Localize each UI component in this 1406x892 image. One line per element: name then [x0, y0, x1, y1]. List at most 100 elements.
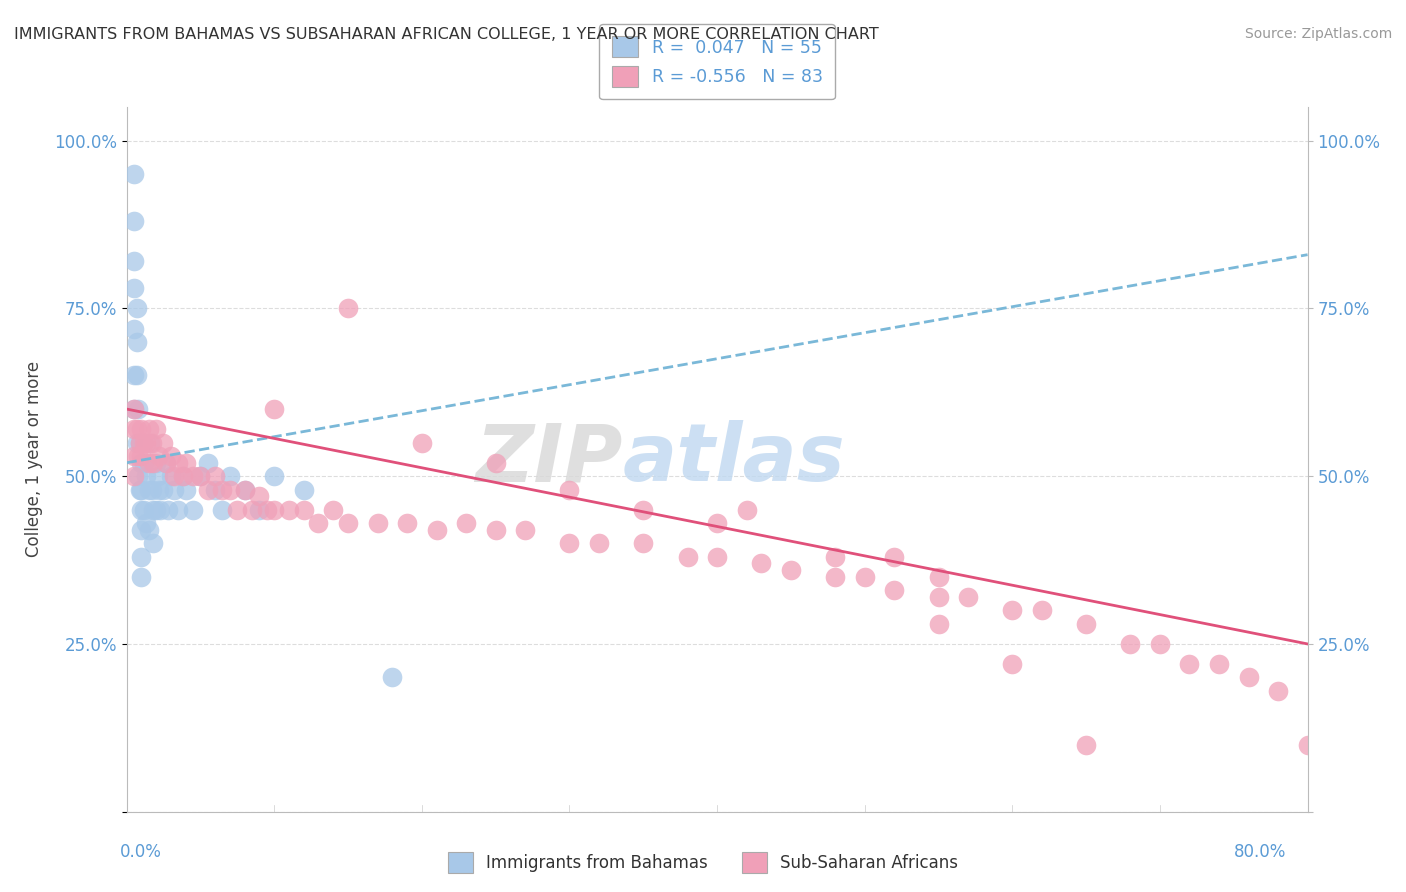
Point [125, 301, 148, 316]
Point [181, 469, 204, 483]
Point [135, 469, 157, 483]
Point [337, 301, 360, 316]
Point [122, 214, 145, 228]
Point [278, 502, 301, 516]
Point [174, 456, 197, 470]
Point [1001, 657, 1024, 671]
Point [127, 469, 149, 483]
Point [484, 523, 508, 537]
Point [240, 502, 263, 516]
Point [146, 469, 169, 483]
Point [824, 549, 846, 564]
Point [122, 402, 145, 417]
Point [956, 590, 979, 604]
Point [152, 483, 174, 497]
Point [928, 590, 950, 604]
Point [134, 435, 156, 450]
Point [676, 549, 699, 564]
Point [129, 483, 153, 497]
Point [1208, 657, 1230, 671]
Legend: R =  0.047   N = 55, R = -0.556   N = 83: R = 0.047 N = 55, R = -0.556 N = 83 [599, 24, 835, 100]
Point [128, 435, 150, 450]
Point [219, 483, 242, 497]
Point [928, 616, 950, 631]
Point [197, 456, 219, 470]
Point [1119, 637, 1142, 651]
Point [122, 281, 145, 295]
Point [1031, 603, 1053, 617]
Point [122, 422, 145, 436]
Point [167, 456, 190, 470]
Point [706, 549, 728, 564]
Point [308, 516, 330, 530]
Point [128, 435, 150, 450]
Point [233, 483, 256, 497]
Point [122, 449, 145, 463]
Y-axis label: College, 1 year or more: College, 1 year or more [25, 361, 42, 558]
Point [125, 334, 148, 349]
Point [558, 536, 581, 550]
Point [928, 570, 950, 584]
Point [211, 483, 233, 497]
Point [1267, 684, 1289, 698]
Point [134, 456, 156, 470]
Point [129, 456, 153, 470]
Point [633, 502, 655, 516]
Text: 0.0%: 0.0% [120, 843, 162, 861]
Point [122, 469, 145, 483]
Point [129, 549, 153, 564]
Point [292, 502, 315, 516]
Point [129, 502, 153, 516]
Point [149, 502, 172, 516]
Point [122, 321, 145, 335]
Text: atlas: atlas [623, 420, 845, 499]
Point [292, 483, 315, 497]
Point [129, 449, 153, 463]
Point [322, 502, 344, 516]
Point [1178, 657, 1201, 671]
Point [1001, 603, 1024, 617]
Point [233, 483, 256, 497]
Point [125, 435, 148, 450]
Point [128, 483, 150, 497]
Point [204, 483, 226, 497]
Point [367, 516, 389, 530]
Point [188, 469, 212, 483]
Point [167, 502, 190, 516]
Point [263, 402, 285, 417]
Point [204, 469, 226, 483]
Point [174, 483, 197, 497]
Point [163, 469, 186, 483]
Point [735, 502, 758, 516]
Point [127, 402, 149, 417]
Point [138, 523, 160, 537]
Point [122, 254, 145, 268]
Point [780, 563, 803, 577]
Point [188, 469, 212, 483]
Text: ZIP: ZIP [475, 420, 623, 499]
Legend: Immigrants from Bahamas, Sub-Saharan Africans: Immigrants from Bahamas, Sub-Saharan Afr… [441, 846, 965, 880]
Point [484, 456, 508, 470]
Point [425, 523, 447, 537]
Point [142, 536, 165, 550]
Point [181, 502, 204, 516]
Point [138, 456, 160, 470]
Point [381, 671, 404, 685]
Point [883, 549, 905, 564]
Point [155, 456, 177, 470]
Point [145, 456, 167, 470]
Point [148, 449, 170, 463]
Point [141, 483, 163, 497]
Point [148, 483, 170, 497]
Text: Source: ZipAtlas.com: Source: ZipAtlas.com [1244, 27, 1392, 41]
Point [134, 502, 156, 516]
Point [263, 502, 285, 516]
Point [411, 435, 433, 450]
Point [751, 557, 773, 571]
Point [337, 516, 360, 530]
Point [219, 469, 242, 483]
Point [1237, 671, 1260, 685]
Point [456, 516, 478, 530]
Point [129, 523, 153, 537]
Point [142, 456, 165, 470]
